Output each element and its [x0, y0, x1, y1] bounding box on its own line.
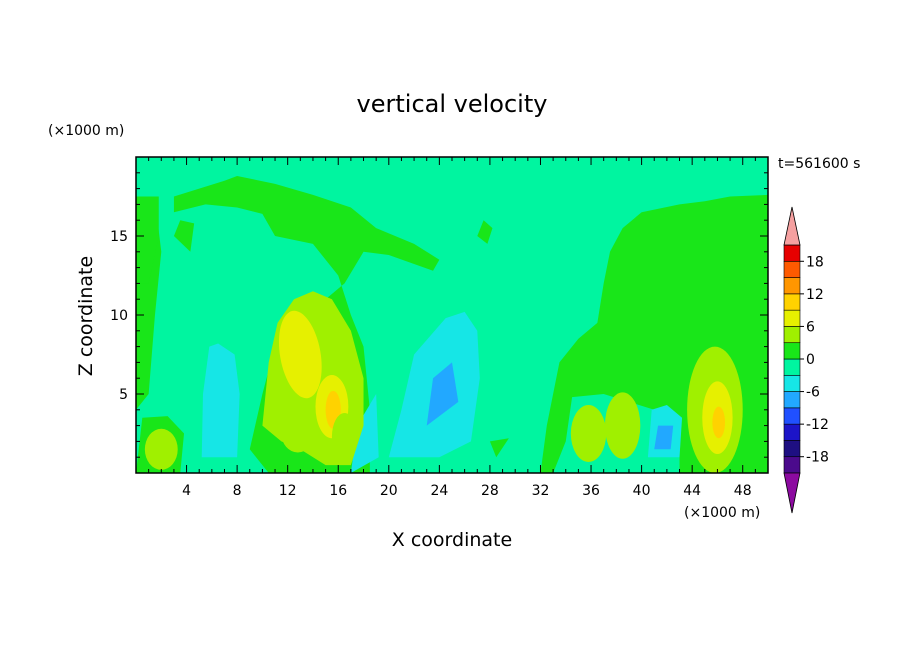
colorbar-swatch	[783, 374, 801, 392]
weak-updraft-region	[173, 220, 195, 252]
colorbar-swatch	[783, 309, 801, 327]
weak-updraft-region	[477, 220, 493, 244]
x-tick-label: 12	[279, 483, 297, 499]
colorbar-swatch	[783, 342, 801, 360]
x-tick-label: 4	[182, 483, 191, 499]
x-tick-label: 24	[430, 483, 448, 499]
x-tick-label: 40	[633, 483, 651, 499]
strong-downdraft-region	[426, 362, 459, 426]
colorbar-label: -18	[806, 450, 829, 466]
weak-updraft-region	[136, 196, 159, 284]
quiet-region	[591, 157, 768, 181]
colorbar-over-arrow	[783, 206, 801, 246]
updraft-core	[144, 428, 178, 470]
colorbar-label: 12	[806, 287, 824, 303]
colorbar-label: -12	[806, 417, 829, 433]
colorbar-label: -6	[806, 385, 820, 401]
updraft-core	[712, 406, 726, 439]
x-tick-label: 36	[582, 483, 600, 499]
chart-title: vertical velocity	[357, 90, 548, 118]
updraft-core	[604, 392, 641, 459]
colorbar-label: 18	[806, 254, 824, 270]
y-tick-label: 10	[110, 308, 128, 324]
y-tick-label: 5	[119, 387, 128, 403]
colorbar-label: 0	[806, 352, 815, 368]
x-axis-label: X coordinate	[392, 529, 512, 551]
downdraft-region	[350, 394, 379, 473]
colorbar-swatch	[783, 407, 801, 425]
colorbar-swatch	[783, 391, 801, 409]
time-label: t=561600 s	[778, 156, 860, 172]
colorbar-swatch	[783, 358, 801, 376]
colorbar-swatch	[783, 423, 801, 441]
updraft-core	[331, 412, 358, 461]
updraft-core	[278, 310, 322, 399]
velocity-field	[136, 157, 768, 473]
colorbar-under-arrow	[783, 472, 801, 514]
x-tick-label: 28	[481, 483, 499, 499]
colorbar-swatch	[783, 260, 801, 278]
x-tick-label: 44	[683, 483, 701, 499]
colorbar-swatch	[783, 456, 801, 474]
y-axis-label: Z coordinate	[75, 256, 97, 376]
colorbar-swatch	[783, 244, 801, 262]
x-tick-label: 48	[734, 483, 752, 499]
colorbar-swatch	[783, 440, 801, 458]
y-tick-label: 15	[110, 229, 128, 245]
x-tick-label: 32	[532, 483, 550, 499]
x-tick-label: 16	[329, 483, 347, 499]
weak-updraft-region	[489, 438, 509, 458]
downdraft-region	[201, 343, 240, 458]
x-unit-label: (×1000 m)	[684, 505, 760, 521]
colorbar-swatch	[783, 277, 801, 295]
x-tick-label: 20	[380, 483, 398, 499]
colorbar-label: 6	[806, 319, 815, 335]
updraft-core	[570, 405, 607, 462]
x-tick-label: 8	[233, 483, 242, 499]
strong-downdraft-region	[654, 425, 674, 450]
updraft-core	[281, 414, 315, 453]
y-unit-label: (×1000 m)	[48, 123, 124, 139]
colorbar: 18 12 6 0 -6 -12 -18	[783, 206, 829, 514]
colorbar-swatch	[783, 293, 801, 311]
colorbar-swatch	[783, 326, 801, 344]
